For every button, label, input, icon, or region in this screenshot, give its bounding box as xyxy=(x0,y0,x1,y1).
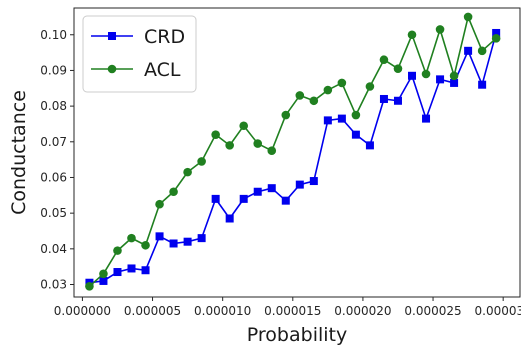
data-point-acl xyxy=(113,246,122,255)
y-tick-label: 0.04 xyxy=(40,242,67,256)
data-point-acl xyxy=(253,139,263,148)
data-point-acl xyxy=(435,25,445,34)
data-point-crd xyxy=(281,196,290,205)
data-point-crd xyxy=(239,194,248,203)
x-axis-label: Probability xyxy=(247,324,347,345)
data-point-acl xyxy=(197,157,206,166)
data-point-acl xyxy=(421,69,431,79)
data-point-acl xyxy=(449,71,459,81)
data-point-crd xyxy=(422,114,431,123)
legend-label: ACL xyxy=(144,59,181,81)
data-point-crd xyxy=(267,184,276,193)
series-acl xyxy=(85,12,501,291)
data-point-crd xyxy=(464,46,473,55)
data-point-crd xyxy=(337,114,346,123)
y-axis-label: Conductance xyxy=(8,90,30,215)
data-point-crd xyxy=(492,28,501,37)
data-point-crd xyxy=(253,187,262,196)
data-point-crd xyxy=(393,96,402,105)
x-tick-label: 0.000005 xyxy=(124,304,181,318)
data-point-acl xyxy=(393,64,403,73)
x-axis: 0.000000 0.000005 0.000010 0.000015 0.000020… xyxy=(54,297,521,318)
data-point-acl xyxy=(281,110,291,120)
y-tick-label: 0.08 xyxy=(40,99,67,113)
data-point-crd xyxy=(211,194,220,203)
legend-label: CRD xyxy=(144,26,185,48)
data-point-acl xyxy=(99,269,108,279)
data-point-crd xyxy=(379,94,388,103)
data-point-crd xyxy=(323,116,332,125)
y-tick-label: 0.07 xyxy=(40,135,67,149)
data-point-crd xyxy=(197,234,206,243)
legend-entry-acl: ACL xyxy=(91,59,181,81)
data-point-crd xyxy=(295,180,304,189)
data-point-acl xyxy=(309,96,319,106)
y-axis: 0.03 0.04 0.05 0.06 0.07 0.08 0.09 0.10 xyxy=(40,28,74,292)
plot-frame xyxy=(73,7,521,298)
data-point-acl xyxy=(491,34,501,43)
y-tick-label: 0.09 xyxy=(40,63,67,77)
data-point-crd xyxy=(408,71,417,80)
y-tick-label: 0.10 xyxy=(40,28,67,42)
x-tick-label: 0.000015 xyxy=(264,304,321,318)
series-line-acl xyxy=(88,16,497,287)
legend-marker xyxy=(108,32,116,40)
data-point-acl xyxy=(183,167,192,177)
legend-marker xyxy=(107,64,117,74)
y-tick-label: 0.03 xyxy=(40,278,67,292)
data-point-acl xyxy=(365,82,375,91)
legend: CRD ACL xyxy=(82,15,197,93)
data-point-acl xyxy=(141,240,150,250)
x-tick-label: 0.000010 xyxy=(194,304,251,318)
data-point-acl xyxy=(85,281,94,291)
plot-area xyxy=(85,12,501,291)
y-tick-label: 0.06 xyxy=(40,170,67,184)
data-point-acl xyxy=(407,30,417,40)
series-crd xyxy=(85,28,501,287)
data-point-crd xyxy=(351,130,360,139)
data-point-crd xyxy=(169,239,178,248)
data-point-acl xyxy=(127,233,136,243)
data-point-crd xyxy=(450,78,459,87)
data-point-acl xyxy=(323,85,333,95)
data-point-acl xyxy=(463,12,473,22)
data-point-crd xyxy=(155,232,164,241)
data-point-crd xyxy=(436,75,445,84)
legend-entry-crd: CRD xyxy=(91,26,185,48)
data-point-crd xyxy=(127,264,136,273)
data-point-acl xyxy=(225,141,234,150)
data-point-acl xyxy=(239,121,249,131)
data-point-crd xyxy=(141,266,150,275)
x-tick-label: 0.000000 xyxy=(54,304,111,318)
data-point-acl xyxy=(379,55,389,65)
y-tick-label: 0.05 xyxy=(40,206,67,220)
data-point-crd xyxy=(309,177,318,186)
data-point-acl xyxy=(351,110,361,120)
data-point-crd xyxy=(183,237,192,246)
series-line-crd xyxy=(89,32,497,284)
data-point-acl xyxy=(267,146,277,156)
data-point-crd xyxy=(113,268,122,277)
data-point-acl xyxy=(169,187,178,197)
data-point-crd xyxy=(225,214,234,223)
data-point-crd xyxy=(365,141,374,150)
data-point-acl xyxy=(155,199,164,209)
data-point-acl xyxy=(295,91,305,100)
data-point-acl xyxy=(211,130,220,139)
data-point-acl xyxy=(477,46,487,56)
data-point-crd xyxy=(99,276,108,285)
x-tick-label: 0.000025 xyxy=(404,304,461,318)
x-tick-label: 0.000020 xyxy=(334,304,391,318)
data-point-crd xyxy=(478,80,487,89)
data-point-acl xyxy=(337,78,347,88)
